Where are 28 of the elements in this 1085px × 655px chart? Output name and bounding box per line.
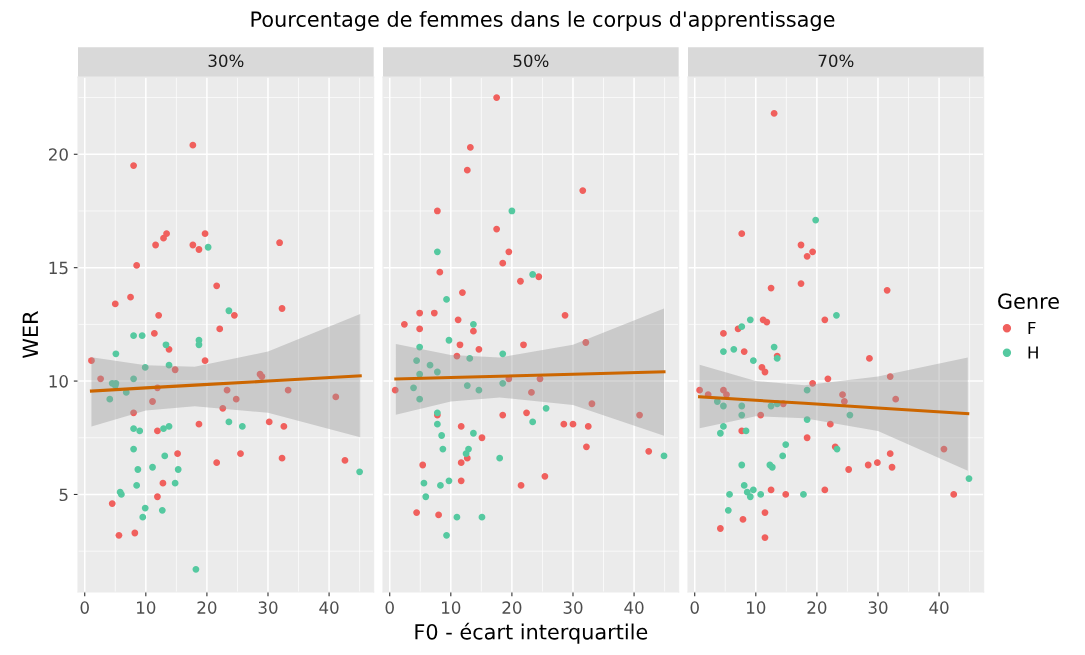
legend-title: Genre (998, 293, 1059, 310)
x-tick-label: 20 (197, 601, 217, 614)
x-tick-label: 40 (319, 601, 339, 614)
y-tick-label: 15 (49, 261, 68, 275)
y-tick-label: 5 (59, 488, 68, 502)
y-tick-label: 10 (49, 375, 68, 388)
x-tick-label: 0 (80, 601, 89, 614)
x-axis-title: F0 - écart interquartile (415, 622, 648, 644)
y-axis-title: WER (22, 311, 38, 358)
legend-label: F (1028, 321, 1036, 335)
x-tick-label: 20 (502, 601, 522, 614)
y-tick-label: 20 (49, 148, 68, 161)
x-tick-label: 30 (563, 601, 583, 614)
chart-title: 70% (818, 54, 854, 68)
text: Pourcentage de femmes dans le corpus d'apprentissage (251, 10, 835, 32)
x-tick-label: 10 (442, 601, 461, 614)
x-tick-label: 20 (807, 601, 827, 614)
chart-title: 50% (513, 54, 549, 68)
chart-title: 30% (208, 54, 244, 68)
x-tick-label: 10 (747, 601, 766, 614)
legend-label: H (1028, 346, 1038, 359)
x-tick-label: 40 (624, 601, 644, 614)
x-tick-label: 0 (385, 601, 394, 614)
x-tick-label: 30 (868, 601, 888, 614)
x-tick-label: 30 (258, 601, 278, 614)
x-tick-label: 40 (929, 601, 949, 614)
x-tick-label: 10 (137, 601, 156, 614)
x-tick-label: 0 (690, 601, 699, 614)
